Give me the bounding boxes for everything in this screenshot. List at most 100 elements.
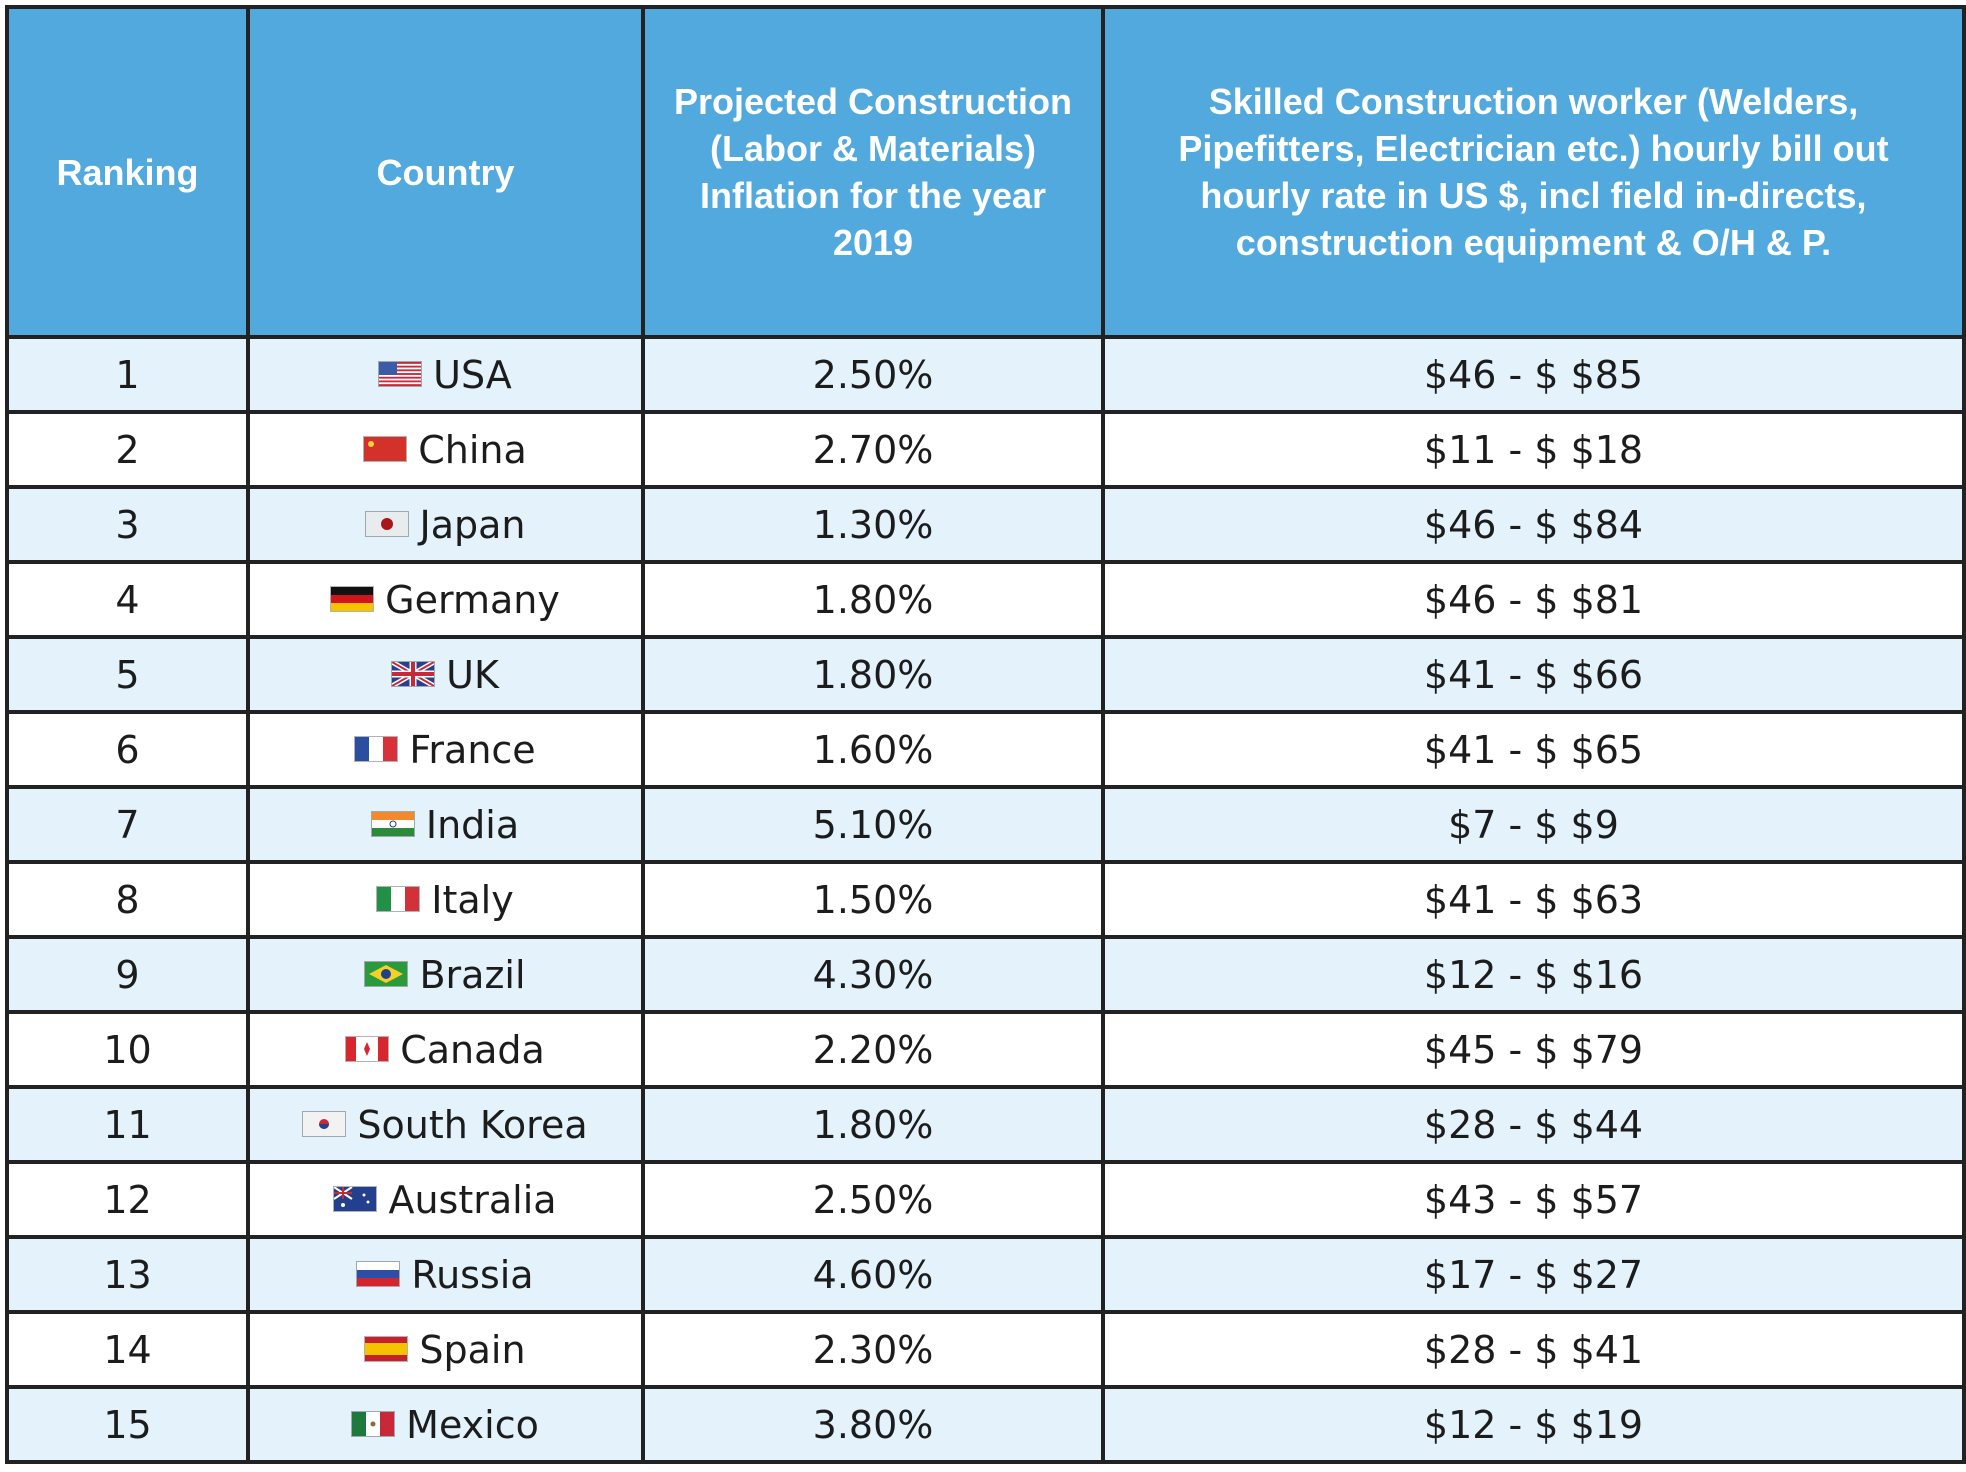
rank-cell: 7 xyxy=(5,785,250,864)
table-row: 8 Italy 1.50% $41 - $ $63 xyxy=(5,860,1966,939)
header-country: Country xyxy=(246,5,645,339)
rank-cell: 15 xyxy=(5,1385,250,1464)
inflation-cell: 1.50% xyxy=(641,860,1105,939)
table-row: 3 Japan 1.30% $46 - $ $84 xyxy=(5,485,1966,564)
country-name: Canada xyxy=(400,1027,545,1072)
country-cell: India xyxy=(246,785,645,864)
country-cell: Japan xyxy=(246,485,645,564)
construction-rates-table: Ranking Country Projected Construction (… xyxy=(5,5,1966,1464)
rank-cell: 9 xyxy=(5,935,250,1014)
japan-flag-icon xyxy=(365,512,408,536)
brazil-flag-icon xyxy=(365,962,408,986)
country-cell: USA xyxy=(246,335,645,414)
country-name: India xyxy=(425,802,520,847)
country-name: Mexico xyxy=(406,1402,539,1447)
country-cell: China xyxy=(246,410,645,489)
table-row: 2 China 2.70% $11 - $ $18 xyxy=(5,410,1966,489)
rank-cell: 4 xyxy=(5,560,250,639)
rate-cell: $41 - $ $65 xyxy=(1101,710,1966,789)
rank-cell: 2 xyxy=(5,410,250,489)
country-name: Spain xyxy=(419,1327,526,1372)
country-name: Russia xyxy=(411,1252,534,1297)
table-row: 10 Canada 2.20% $45 - $ $79 xyxy=(5,1010,1966,1089)
germany-flag-icon xyxy=(331,587,374,611)
country-cell: Italy xyxy=(246,860,645,939)
rate-cell: $46 - $ $81 xyxy=(1101,560,1966,639)
country-name: Italy xyxy=(431,877,514,922)
italy-flag-icon xyxy=(377,887,420,911)
rate-cell: $28 - $ $41 xyxy=(1101,1310,1966,1389)
inflation-cell: 5.10% xyxy=(641,785,1105,864)
table-row: 7 India 5.10% $7 - $ $9 xyxy=(5,785,1966,864)
south-korea-flag-icon xyxy=(303,1112,346,1136)
australia-flag-icon xyxy=(334,1187,377,1211)
france-flag-icon xyxy=(355,737,398,761)
rate-cell: $41 - $ $66 xyxy=(1101,635,1966,714)
inflation-cell: 1.80% xyxy=(641,560,1105,639)
rank-cell: 3 xyxy=(5,485,250,564)
rate-cell: $28 - $ $44 xyxy=(1101,1085,1966,1164)
country-name: UK xyxy=(446,652,499,697)
table-row: 15 Mexico 3.80% $12 - $ $19 xyxy=(5,1385,1966,1464)
rank-cell: 5 xyxy=(5,635,250,714)
uk-flag-icon xyxy=(392,662,435,686)
inflation-cell: 2.50% xyxy=(641,1160,1105,1239)
inflation-cell: 1.30% xyxy=(641,485,1105,564)
rank-cell: 14 xyxy=(5,1310,250,1389)
china-flag-icon xyxy=(364,437,407,461)
inflation-cell: 1.80% xyxy=(641,1085,1105,1164)
rate-cell: $46 - $ $84 xyxy=(1101,485,1966,564)
inflation-cell: 2.30% xyxy=(641,1310,1105,1389)
inflation-cell: 3.80% xyxy=(641,1385,1105,1464)
header-rate: Skilled Construction worker (Welders, Pi… xyxy=(1101,5,1966,339)
inflation-cell: 4.30% xyxy=(641,935,1105,1014)
rank-cell: 12 xyxy=(5,1160,250,1239)
rate-cell: $11 - $ $18 xyxy=(1101,410,1966,489)
country-cell: Russia xyxy=(246,1235,645,1314)
rate-cell: $7 - $ $9 xyxy=(1101,785,1966,864)
country-cell: Germany xyxy=(246,560,645,639)
country-name: China xyxy=(418,427,527,472)
russia-flag-icon xyxy=(357,1262,400,1286)
rank-cell: 8 xyxy=(5,860,250,939)
table-row: 14 Spain 2.30% $28 - $ $41 xyxy=(5,1310,1966,1389)
rate-cell: $46 - $ $85 xyxy=(1101,335,1966,414)
inflation-cell: 1.80% xyxy=(641,635,1105,714)
country-cell: Mexico xyxy=(246,1385,645,1464)
table-row: 12 Australia 2.50% $43 - $ $57 xyxy=(5,1160,1966,1239)
country-name: France xyxy=(409,727,536,772)
country-name: Australia xyxy=(388,1177,557,1222)
india-flag-icon xyxy=(371,812,414,836)
rank-cell: 11 xyxy=(5,1085,250,1164)
country-name: USA xyxy=(433,352,512,397)
table-row: 9 Brazil 4.30% $12 - $ $16 xyxy=(5,935,1966,1014)
country-cell: UK xyxy=(246,635,645,714)
rate-cell: $43 - $ $57 xyxy=(1101,1160,1966,1239)
rate-cell: $12 - $ $19 xyxy=(1101,1385,1966,1464)
header-inflation: Projected Construction (Labor & Material… xyxy=(641,5,1105,339)
rate-cell: $12 - $ $16 xyxy=(1101,935,1966,1014)
rank-cell: 6 xyxy=(5,710,250,789)
header-ranking: Ranking xyxy=(5,5,250,339)
country-cell: Canada xyxy=(246,1010,645,1089)
country-cell: Brazil xyxy=(246,935,645,1014)
inflation-cell: 2.50% xyxy=(641,335,1105,414)
rate-cell: $45 - $ $79 xyxy=(1101,1010,1966,1089)
spain-flag-icon xyxy=(365,1337,408,1361)
inflation-cell: 2.20% xyxy=(641,1010,1105,1089)
inflation-cell: 1.60% xyxy=(641,710,1105,789)
country-cell: Spain xyxy=(246,1310,645,1389)
rate-cell: $41 - $ $63 xyxy=(1101,860,1966,939)
mexico-flag-icon xyxy=(352,1412,395,1436)
inflation-cell: 4.60% xyxy=(641,1235,1105,1314)
table-row: 1 USA 2.50% $46 - $ $85 xyxy=(5,335,1966,414)
rank-cell: 10 xyxy=(5,1010,250,1089)
canada-flag-icon xyxy=(346,1037,389,1061)
table-row: 5 UK 1.80% $41 - $ $66 xyxy=(5,635,1966,714)
rank-cell: 1 xyxy=(5,335,250,414)
country-cell: Australia xyxy=(246,1160,645,1239)
table-row: 11 South Korea 1.80% $28 - $ $44 xyxy=(5,1085,1966,1164)
inflation-cell: 2.70% xyxy=(641,410,1105,489)
rank-cell: 13 xyxy=(5,1235,250,1314)
table-row: 4 Germany 1.80% $46 - $ $81 xyxy=(5,560,1966,639)
